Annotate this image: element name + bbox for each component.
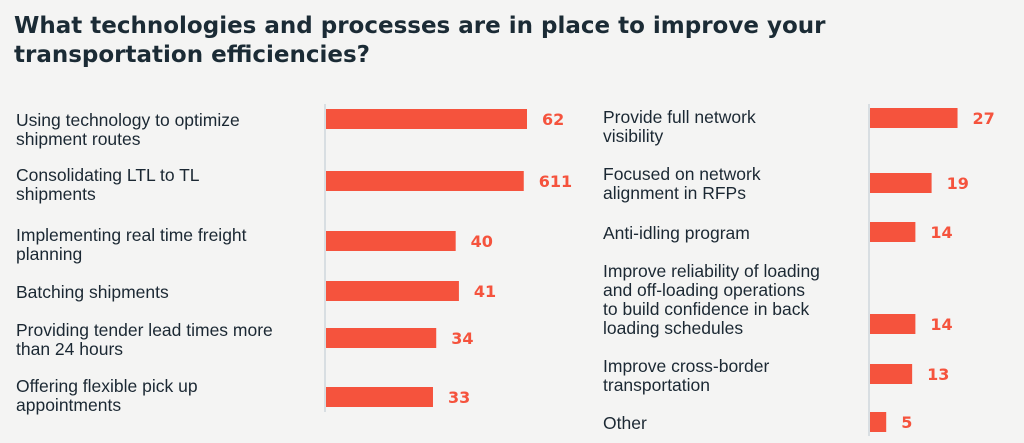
value-label: 5 — [901, 413, 912, 432]
value-label: 34 — [451, 329, 473, 348]
bar — [326, 387, 433, 407]
right-panel: Provide full network visibility 27 Focused … — [603, 104, 995, 436]
category-label: Provide full network visibility — [603, 107, 756, 146]
bar — [326, 328, 437, 348]
bar — [326, 109, 527, 129]
value-label: 41 — [474, 282, 496, 301]
category-label: Focused on network alignment in RFPs — [603, 164, 761, 203]
bar — [870, 222, 916, 242]
bar — [870, 314, 916, 334]
bar — [326, 231, 456, 251]
category-label: Improve cross-border transportation — [603, 356, 769, 395]
value-label: 40 — [471, 232, 493, 251]
chart-title: What technologies and processes are in p… — [14, 13, 826, 68]
bar — [870, 108, 958, 128]
value-label: 33 — [448, 388, 470, 407]
bar — [326, 171, 524, 191]
left-panel: Using technology to optimize shipment rou… — [16, 104, 572, 415]
category-label: Improve reliability of loading and off-lo… — [603, 261, 820, 338]
value-label: 27 — [973, 109, 995, 128]
category-label: Using technology to optimize shipment rou… — [16, 110, 240, 149]
bar — [870, 364, 913, 384]
value-label: 611 — [539, 172, 572, 191]
value-label: 62 — [542, 110, 564, 129]
category-label: Other — [603, 413, 647, 433]
category-label: Consolidating LTL to TL shipments — [16, 165, 200, 204]
value-label: 13 — [927, 365, 949, 384]
value-label: 19 — [947, 174, 969, 193]
value-label: 14 — [930, 223, 952, 242]
category-label: Anti-idling program — [603, 223, 750, 243]
category-label: Providing tender lead times more than 24 … — [16, 320, 273, 359]
value-label: 14 — [930, 315, 952, 334]
category-label: Implementing real time freight planning — [16, 225, 247, 264]
category-label: Offering flexible pick up appointments — [16, 376, 198, 415]
category-label: Batching shipments — [16, 282, 169, 302]
bar — [326, 281, 459, 301]
bar — [870, 173, 932, 193]
bar — [870, 412, 887, 432]
